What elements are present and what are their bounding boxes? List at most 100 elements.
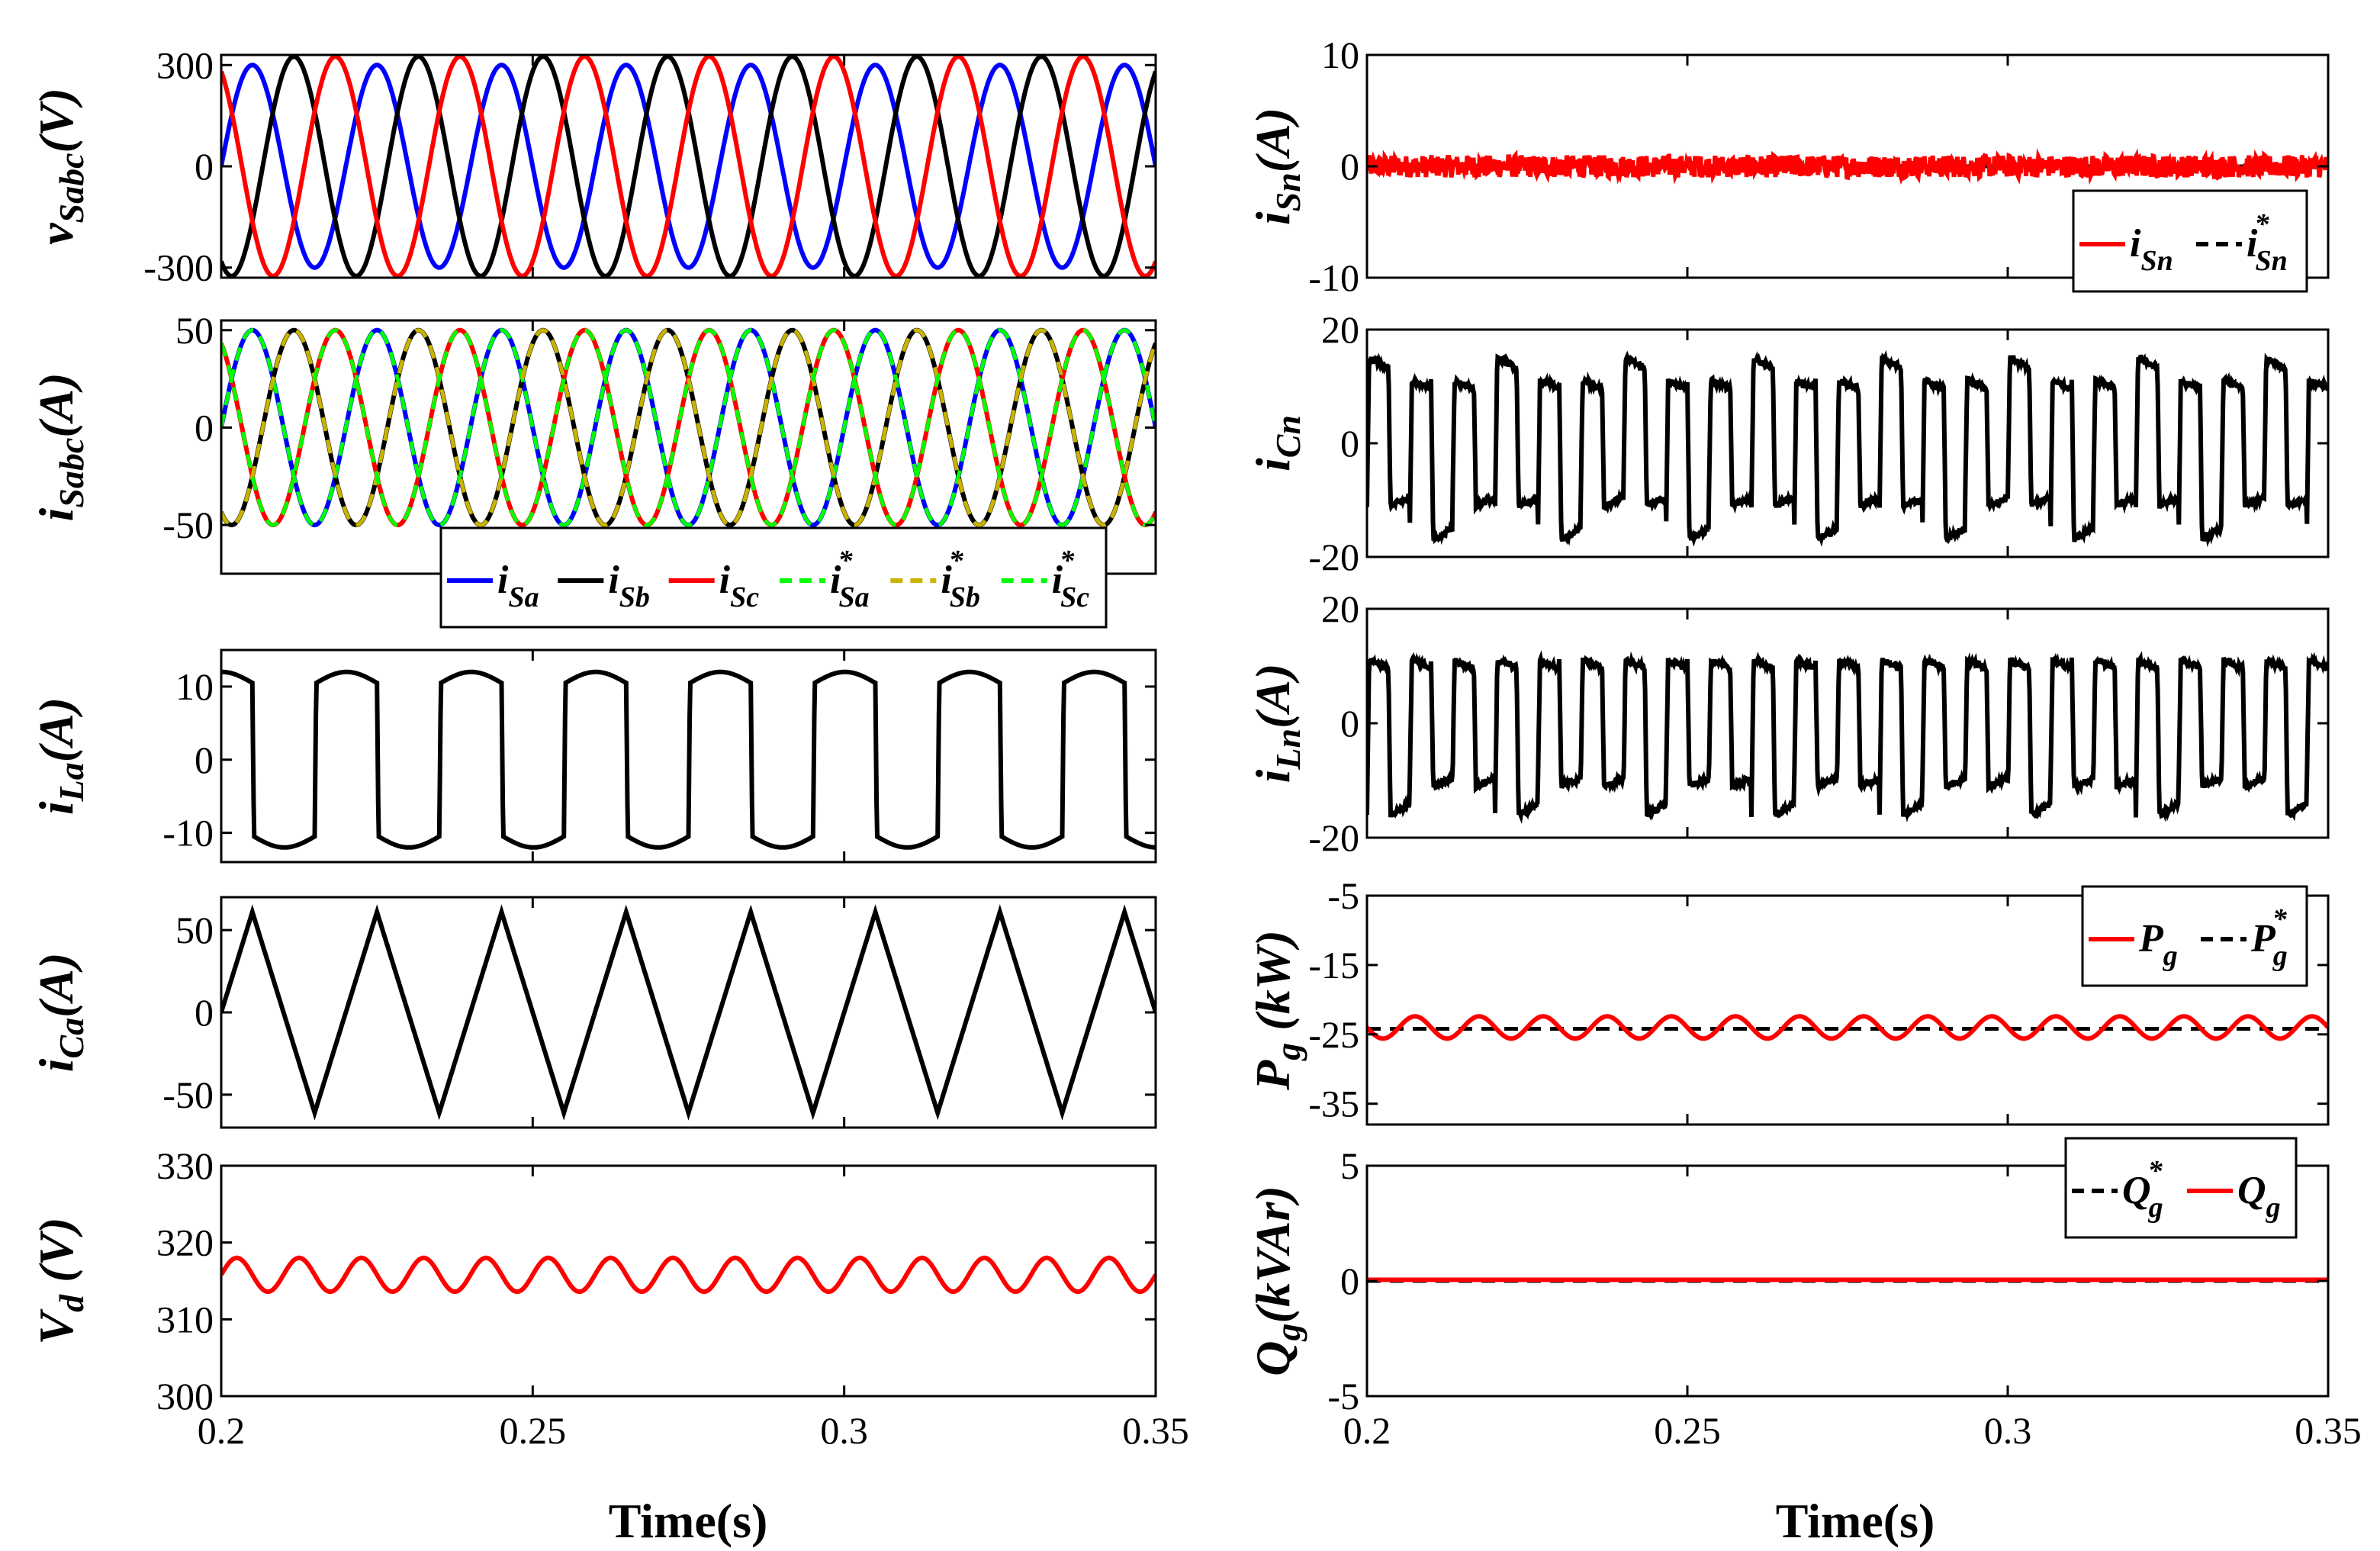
panel-qg: 5 0 -50.2 0.25 0.3 0.35 Qg(kVAr) Q* g Qg (1246, 1137, 2362, 1452)
legend-entry-label: iSn (2130, 222, 2173, 277)
ytick-label: -10 (162, 812, 214, 854)
ytick-label: 0 (195, 145, 214, 188)
legend-isn: iSn i* Sn (2072, 189, 2308, 293)
y-axis-label-isn: iSn(A) (1246, 108, 1307, 225)
legend-box (2081, 885, 2308, 987)
ytick-label: 5 (1340, 1144, 1359, 1187)
series-group-qg (1367, 1277, 2328, 1283)
legend-entry-label: i* Sc (1052, 545, 1090, 613)
ytick-label: -300 (143, 246, 214, 289)
series-group-isn (1367, 148, 2328, 185)
x-axis-label-left: Time(s) (609, 1494, 768, 1548)
ytick-label: -10 (1308, 256, 1359, 299)
panel-ica: 50 0 -50 iCa(A) (29, 896, 1157, 1129)
axes-frame-ila (220, 648, 1157, 864)
series-group-vsabc (221, 55, 1156, 278)
ytick-label: -25 (1308, 1013, 1359, 1056)
legend-entry-label: Pg (2138, 917, 2178, 972)
ytick-label: 0 (1340, 422, 1359, 465)
series-group-vd (221, 1255, 1156, 1295)
series-group-ila (221, 669, 1156, 850)
y-axis-label-ica: iCa(A) (29, 953, 91, 1073)
y-axis-label-qg: Qg(kVAr) (1246, 1186, 1307, 1376)
x-axis-label-right: Time(s) (1776, 1494, 1935, 1548)
ytick-label: 0 (195, 738, 214, 781)
ytick-label: 0 (1340, 145, 1359, 188)
legend-entry-label: iSc (719, 558, 760, 613)
ytick-label: 300 (156, 1375, 214, 1417)
y-axis-label-icn: iCn (1246, 415, 1307, 471)
xtick-label: 0.35 (2295, 1409, 2362, 1452)
y-axis-label-ila: iLa(A) (29, 697, 91, 815)
legend-box (439, 526, 1108, 629)
legend-box (2072, 189, 2308, 293)
series-line-p-g (1367, 1014, 2328, 1041)
legend-entry-label: Qg (2237, 1169, 2281, 1224)
y-axis-label-iln: iLn(A) (1246, 664, 1307, 784)
panel-icn: 20 0 -20 iCn (1246, 308, 2330, 578)
xtick-label: 0.2 (198, 1409, 246, 1452)
axes-frame-pg (1365, 894, 2330, 1126)
series-line-i-sn (1367, 148, 2328, 185)
ytick-label: 0 (1340, 1260, 1359, 1302)
series-line-i-cn (1367, 349, 2328, 548)
legend-isabc: iSa iSb iSc i* Sa i* Sb i* Sc (439, 526, 1108, 629)
series-line-v-d (221, 1255, 1156, 1295)
y-axis-label-pg: Pg (kW) (1246, 930, 1307, 1091)
ytick-label: -20 (1308, 536, 1359, 578)
axes-frame-iln (1365, 607, 2330, 839)
legend-entry-label: i* Sa (830, 545, 870, 613)
series-group-isabc (221, 327, 1156, 528)
legend-entry-label: P* g (2250, 903, 2288, 972)
y-axis-label-vd: Vd (V) (29, 1218, 91, 1345)
legend-entry-label: iSb (608, 558, 650, 613)
ytick-label: -5 (1327, 874, 1359, 917)
ytick-label: 10 (175, 665, 214, 708)
ytick-label: -20 (1308, 816, 1359, 859)
ytick-label: 300 (156, 43, 214, 86)
ytick-label: 330 (156, 1144, 214, 1187)
ytick-label: -5 (1327, 1375, 1359, 1417)
series-group-icn (1367, 349, 2328, 548)
ytick-label: 310 (156, 1298, 214, 1340)
legend-entry-label: iSa (497, 558, 539, 613)
series-line-i--sc (221, 328, 1156, 527)
legend-qg: Q* g Qg (2064, 1137, 2298, 1239)
ytick-label: 50 (175, 309, 214, 352)
xtick-label: 0.25 (500, 1409, 567, 1452)
xtick-label: 0.3 (820, 1409, 868, 1452)
ytick-label: -35 (1308, 1083, 1359, 1125)
ytick-label: -50 (162, 504, 214, 546)
ytick-label: 320 (156, 1221, 214, 1264)
series-line-i-la (221, 669, 1156, 850)
panel-vsabc: 300 0 -300 vSabc(V) (29, 43, 1157, 289)
legend-entry-label: i* Sb (941, 545, 980, 613)
legend-pg: Pg P* g (2081, 885, 2308, 987)
series-line-v-sc (221, 55, 1156, 278)
series-line-v-sa (221, 63, 1156, 270)
ytick-label: -50 (162, 1073, 214, 1116)
xtick-label: 0.2 (1343, 1409, 1391, 1452)
ytick-label: 0 (195, 406, 214, 449)
ytick-label: 10 (1321, 34, 1359, 76)
legend-box (2064, 1137, 2298, 1239)
ytick-label: 50 (175, 909, 214, 951)
panel-ila: 10 0 -10 iLa(A) (29, 648, 1157, 864)
legend-entry-label: i* Sn (2247, 208, 2288, 277)
series-line-i-ln (1367, 650, 2328, 825)
legend-entry-label: Q* g (2122, 1155, 2163, 1224)
series-group-ica (221, 904, 1156, 1121)
ytick-label: 20 (1321, 308, 1359, 351)
axes-frame-vd (220, 1164, 1157, 1398)
xtick-label: 0.3 (1984, 1409, 2032, 1452)
xtick-label: 0.25 (1654, 1409, 1721, 1452)
ytick-label: 0 (1340, 702, 1359, 745)
series-group-iln (1367, 650, 2328, 825)
y-axis-label-vsabc: vSabc(V) (29, 88, 91, 245)
